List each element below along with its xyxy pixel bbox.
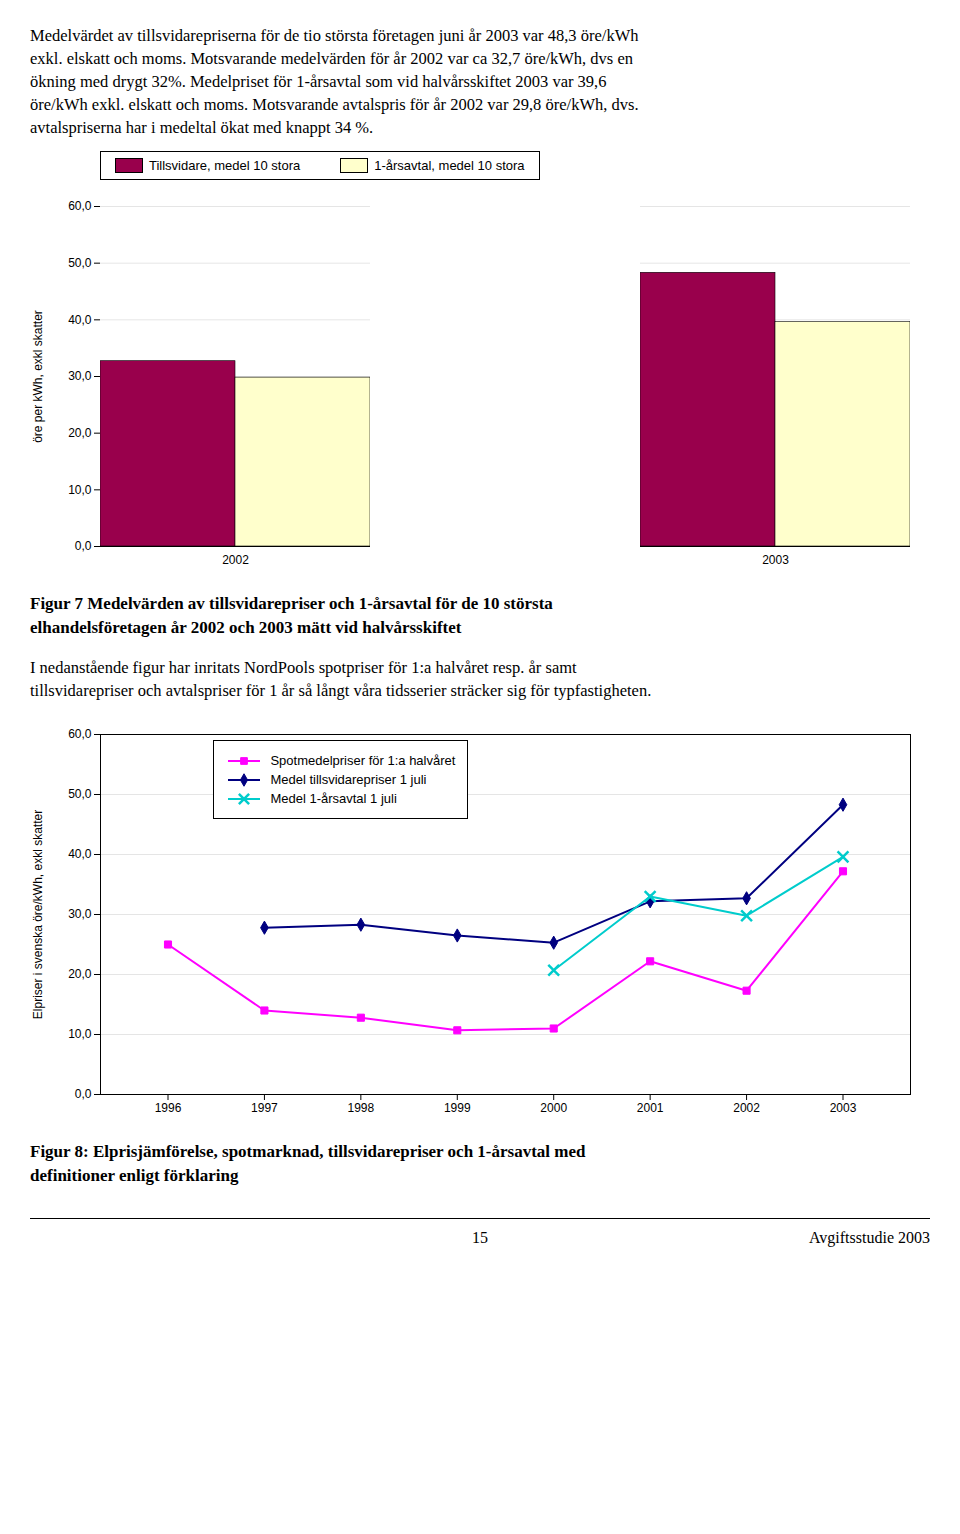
html-text:ökning med drygt 32%. Medelpri: ökning med drygt 32%. Medelpriset för 1-… <box>30 72 607 92</box>
svg-text:10,0: 10,0 <box>68 483 92 497</box>
html-text:Avgiftsstudie 2003: Avgiftsstudie 2003 <box>809 1228 930 1246</box>
svg-text:30,0: 30,0 <box>68 908 92 922</box>
html-text:definitioner enligt förklaring: definitioner enligt förklaring <box>30 1166 239 1185</box>
html-text:I nedanstående figur har inrit: I nedanstående figur har inritats NordPo… <box>30 658 577 678</box>
svg-text:2003: 2003 <box>830 1101 857 1115</box>
html-text:Spotmedelpriser för 1:a halvår: Spotmedelpriser för 1:a halvåret <box>270 753 456 769</box>
svg-text:1998: 1998 <box>348 1101 375 1115</box>
svg-text:2000: 2000 <box>540 1101 567 1115</box>
svg-text:2002: 2002 <box>222 553 249 567</box>
html-text:15: 15 <box>472 1228 488 1246</box>
svg-text:Elpriser i svenska öre/kWh, ex: Elpriser i svenska öre/kWh, exkl skatter <box>31 810 45 1019</box>
html-text:elhandelsföretagen år 2002 och: elhandelsföretagen år 2002 och 2003 mätt… <box>30 618 462 638</box>
svg-text:2003: 2003 <box>762 553 789 567</box>
svg-text:20,0: 20,0 <box>68 426 92 440</box>
html-text:öre/kWh exkl. elskatt och moms: öre/kWh exkl. elskatt och moms. Motsvara… <box>30 95 639 115</box>
svg-text:2002: 2002 <box>733 1101 760 1115</box>
svg-text:öre per kWh, exkl skatter: öre per kWh, exkl skatter <box>31 311 45 444</box>
svg-text:1999: 1999 <box>444 1101 471 1115</box>
html-text:exkl. elskatt och moms. Motsva: exkl. elskatt och moms. Motsvarande mede… <box>30 49 633 69</box>
html-text:1-årsavtal, medel 10 stora: 1-årsavtal, medel 10 stora <box>374 158 525 174</box>
html-text:Medel 1-årsavtal 1 juli: Medel 1-årsavtal 1 juli <box>270 791 397 807</box>
svg-text:20,0: 20,0 <box>68 968 92 982</box>
svg-text:1996: 1996 <box>155 1101 182 1115</box>
svg-text:2001: 2001 <box>637 1101 664 1115</box>
svg-text:60,0: 60,0 <box>68 200 92 214</box>
html-text:avtalspriserna har i medeltal: avtalspriserna har i medeltal ökat med k… <box>30 118 374 138</box>
html-text:Tillsvidare, medel 10 stora: Tillsvidare, medel 10 stora <box>149 158 301 174</box>
html-text:Figur 7 Medelvärden av tillsvi: Figur 7 Medelvärden av tillsvidarepriser… <box>30 594 553 614</box>
html-text:Medel tillsvidarepriser 1 juli: Medel tillsvidarepriser 1 juli <box>270 772 427 788</box>
svg-text:0,0: 0,0 <box>75 1088 92 1102</box>
svg-text:1997: 1997 <box>251 1101 278 1115</box>
svg-text:50,0: 50,0 <box>68 788 92 802</box>
svg-text:50,0: 50,0 <box>68 256 92 270</box>
svg-text:40,0: 40,0 <box>68 313 92 327</box>
html-text:Figur 8: Elprisjämförelse, spo: Figur 8: Elprisjämförelse, spotmarknad, … <box>30 1142 586 1162</box>
html-text:Medelvärdet av tillsvidarepris: Medelvärdet av tillsvidarepriserna för d… <box>30 26 639 45</box>
svg-text:40,0: 40,0 <box>68 848 92 862</box>
svg-text:60,0: 60,0 <box>68 728 92 742</box>
svg-text:0,0: 0,0 <box>75 540 92 554</box>
html-text:tillsvidarepriser och avtalspr: tillsvidarepriser och avtalspriser för 1… <box>30 681 652 701</box>
svg-text:30,0: 30,0 <box>68 370 92 384</box>
svg-text:10,0: 10,0 <box>68 1028 92 1042</box>
